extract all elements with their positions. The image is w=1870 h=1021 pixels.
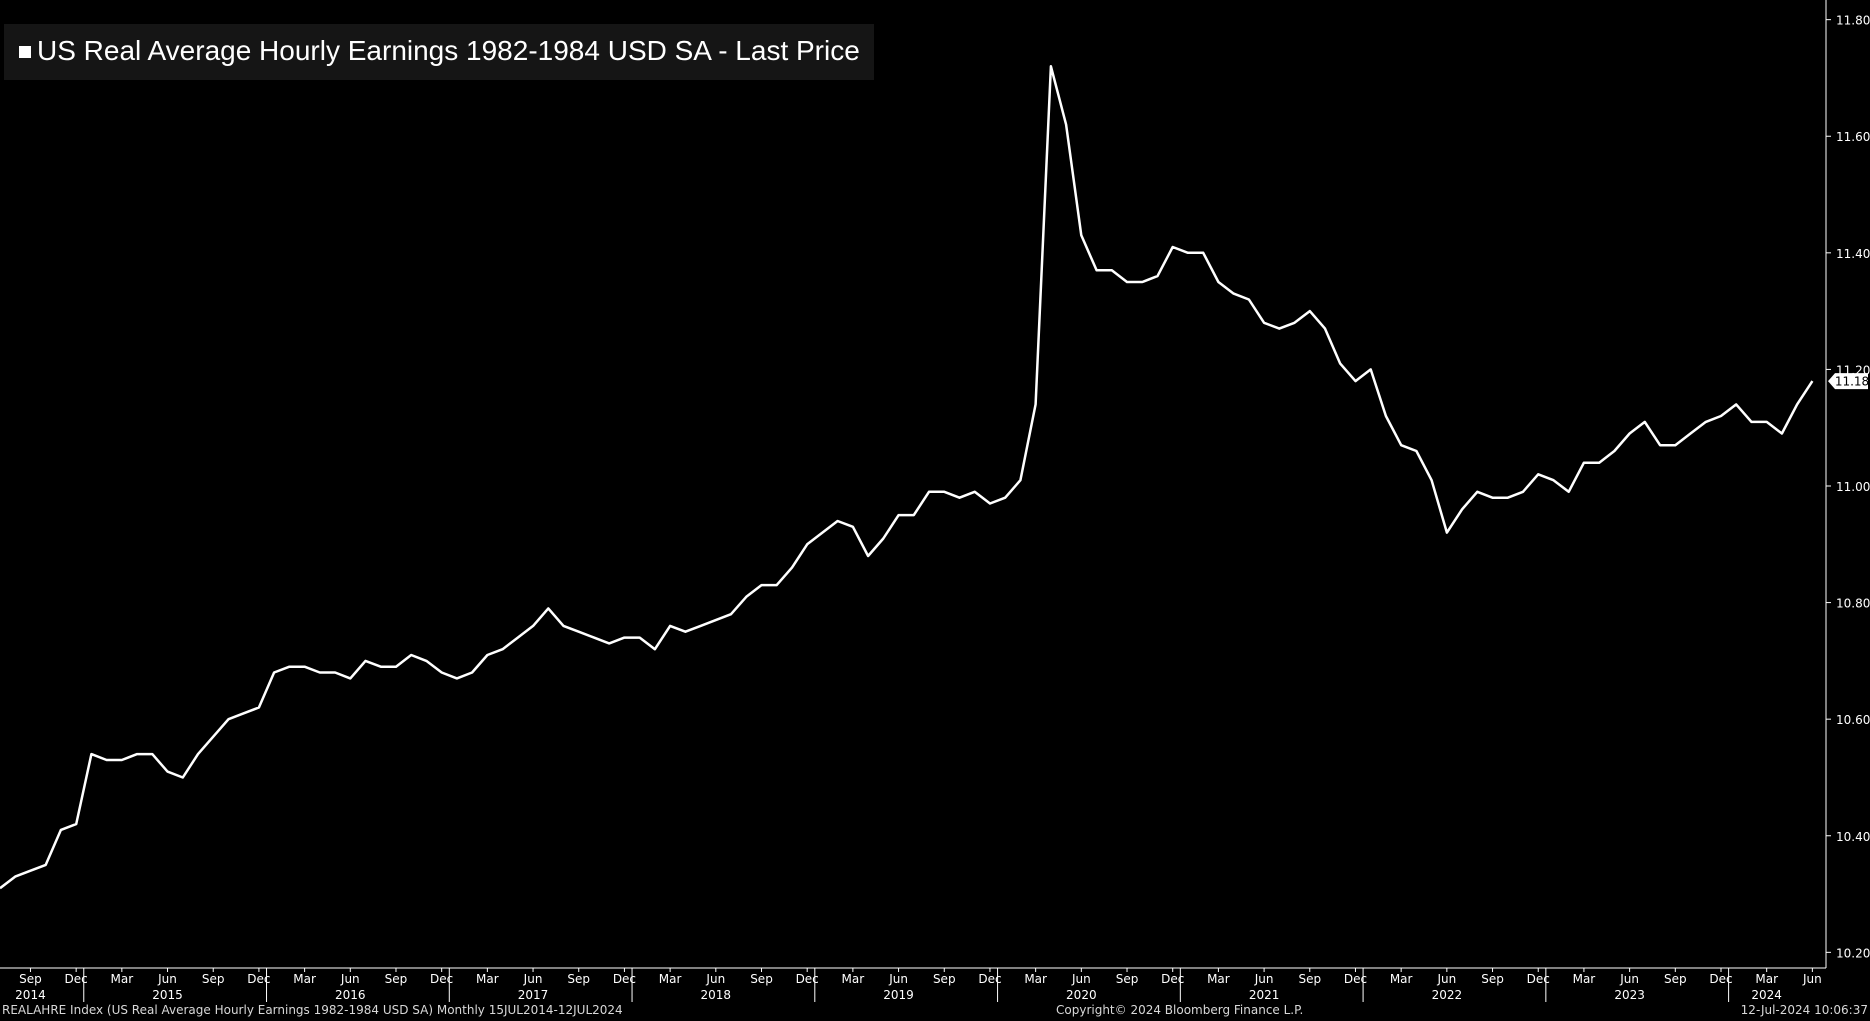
x-tick-year-label: 2014 (15, 988, 46, 1002)
x-tick-month-label: Sep (1298, 972, 1321, 986)
legend-swatch (19, 46, 31, 58)
x-tick-month-label: Mar (1755, 972, 1778, 986)
x-tick-month-label: Jun (888, 972, 908, 986)
last-value-label: 11.18 (1835, 375, 1869, 389)
x-tick-month-label: Sep (750, 972, 773, 986)
x-tick-month-label: Dec (1527, 972, 1550, 986)
x-tick-month-label: Jun (523, 972, 543, 986)
last-value-tag (1828, 373, 1868, 390)
y-tick-label: 10.80 (1836, 597, 1870, 611)
series-line (0, 65, 1814, 890)
x-tick-month-label: Sep (19, 972, 42, 986)
x-tick-year-label: 2019 (883, 988, 914, 1002)
x-tick-year-label: 2022 (1432, 988, 1463, 1002)
x-tick-year-label: 2018 (701, 988, 732, 1002)
x-tick-year-label: 2017 (518, 988, 549, 1002)
x-tick-month-label: Jun (1071, 972, 1091, 986)
x-tick-year-label: 2016 (335, 988, 366, 1002)
x-tick-month-label: Mar (1207, 972, 1230, 986)
legend: US Real Average Hourly Earnings 1982-198… (4, 24, 874, 80)
footer-timestamp: 12-Jul-2024 10:06:37 (1740, 1003, 1868, 1017)
x-tick-month-label: Jun (705, 972, 725, 986)
y-tick-label: 10.20 (1836, 946, 1870, 960)
x-tick-month-label: Sep (385, 972, 408, 986)
x-tick-year-label: 2015 (152, 988, 183, 1002)
x-tick-month-label: Jun (157, 972, 177, 986)
x-tick-month-label: Mar (293, 972, 316, 986)
x-tick-year-label: 2024 (1751, 988, 1782, 1002)
x-tick-month-label: Jun (1436, 972, 1456, 986)
x-tick-month-label: Jun (1254, 972, 1274, 986)
x-tick-month-label: Mar (1024, 972, 1047, 986)
y-tick-label: 11.80 (1836, 14, 1870, 28)
x-tick-month-label: Dec (1709, 972, 1732, 986)
x-tick-month-label: Mar (476, 972, 499, 986)
x-tick-month-label: Dec (613, 972, 636, 986)
y-tick-label: 10.60 (1836, 713, 1870, 727)
y-tick-label: 10.40 (1836, 830, 1870, 844)
x-tick-month-label: Dec (65, 972, 88, 986)
footer-copyright: Copyright© 2024 Bloomberg Finance L.P. (1056, 1003, 1304, 1017)
x-tick-month-label: Mar (659, 972, 682, 986)
x-tick-month-label: Sep (567, 972, 590, 986)
chart-title: US Real Average Hourly Earnings 1982-198… (37, 35, 860, 66)
x-tick-month-label: Dec (978, 972, 1001, 986)
x-tick-month-label: Dec (430, 972, 453, 986)
x-tick-month-label: Mar (111, 972, 134, 986)
x-tick-month-label: Mar (1573, 972, 1596, 986)
x-tick-month-label: Sep (1664, 972, 1687, 986)
x-tick-month-label: Sep (202, 972, 225, 986)
x-tick-year-label: 2021 (1249, 988, 1280, 1002)
y-tick-label: 11.00 (1836, 480, 1870, 494)
x-tick-month-label: Jun (1619, 972, 1639, 986)
x-tick-month-label: Mar (1390, 972, 1413, 986)
x-tick-month-label: Mar (842, 972, 865, 986)
y-tick-label: 11.60 (1836, 130, 1870, 144)
x-tick-month-label: Sep (1481, 972, 1504, 986)
y-tick-label: 11.40 (1836, 247, 1870, 261)
x-tick-month-label: Jun (340, 972, 360, 986)
x-tick-month-label: Dec (247, 972, 270, 986)
x-tick-month-label: Dec (1344, 972, 1367, 986)
x-tick-year-label: 2020 (1066, 988, 1097, 1002)
x-tick-month-label: Dec (1161, 972, 1184, 986)
x-tick-month-label: Dec (796, 972, 819, 986)
x-tick-year-label: 2023 (1614, 988, 1645, 1002)
x-tick-month-label: Sep (1116, 972, 1139, 986)
x-tick-month-label: Jun (1802, 972, 1822, 986)
x-tick-month-label: Sep (933, 972, 956, 986)
footer-index-info: REALAHRE Index (US Real Average Hourly E… (2, 1003, 623, 1017)
